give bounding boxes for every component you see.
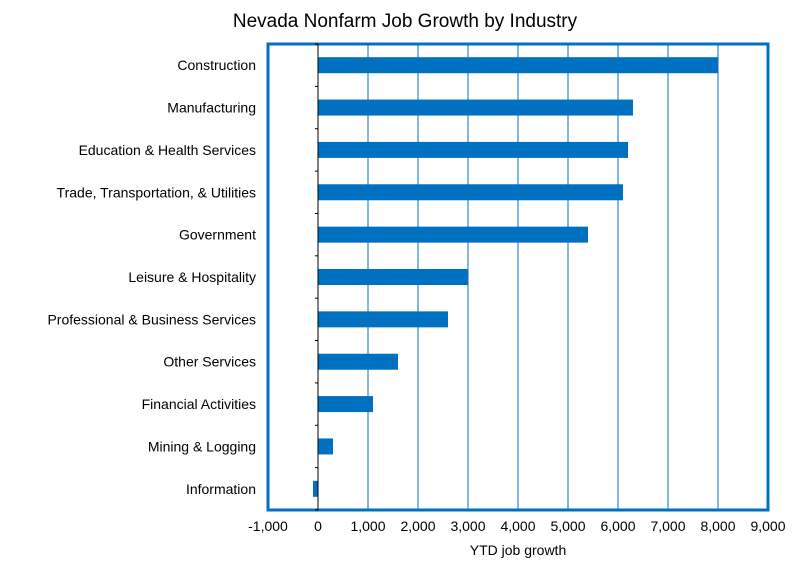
category-labels: Construction Manufacturing Education & Hea… xyxy=(47,57,256,497)
category-label: Mining & Logging xyxy=(148,438,256,454)
bar xyxy=(318,353,398,370)
x-tick-label: 8,000 xyxy=(700,518,735,534)
category-label: Financial Activities xyxy=(142,396,256,412)
x-tick-label: 3,000 xyxy=(450,518,485,534)
bar xyxy=(318,226,588,243)
category-label: Government xyxy=(179,227,256,243)
x-tick-label: 0 xyxy=(314,518,322,534)
category-label: Professional & Business Services xyxy=(47,311,256,327)
x-tick-label: -1,000 xyxy=(248,518,288,534)
bar xyxy=(318,269,468,285)
x-axis-title: YTD job growth xyxy=(470,542,566,558)
category-label: Other Services xyxy=(163,354,256,370)
bar xyxy=(318,141,628,158)
category-label: Information xyxy=(186,481,256,497)
bars xyxy=(313,43,718,511)
bar xyxy=(318,99,633,116)
category-label: Leisure & Hospitality xyxy=(128,269,256,285)
category-label: Education & Health Services xyxy=(79,142,256,158)
bar xyxy=(318,311,448,328)
category-label: Construction xyxy=(177,57,256,73)
bar xyxy=(318,438,333,455)
chart-title: Nevada Nonfarm Job Growth by Industry xyxy=(233,11,578,32)
x-tick-label: 4,000 xyxy=(500,518,535,534)
x-tick-label: 6,000 xyxy=(600,518,635,534)
bar xyxy=(318,396,373,413)
x-tick-label: 2,000 xyxy=(400,518,435,534)
category-label: Trade, Transportation, & Utilities xyxy=(57,184,256,200)
x-tick-label: 7,000 xyxy=(650,518,685,534)
bar xyxy=(318,57,718,74)
x-tick-label: 1,000 xyxy=(350,518,385,534)
x-tick-labels: -1,000 0 1,000 2,000 3,000 4,000 5,000 6,000 7,0… xyxy=(248,518,786,534)
bar xyxy=(318,184,623,201)
bar xyxy=(313,480,318,497)
x-tick-label: 9,000 xyxy=(750,518,785,534)
x-tick-label: 5,000 xyxy=(550,518,585,534)
category-label: Manufacturing xyxy=(167,100,256,116)
